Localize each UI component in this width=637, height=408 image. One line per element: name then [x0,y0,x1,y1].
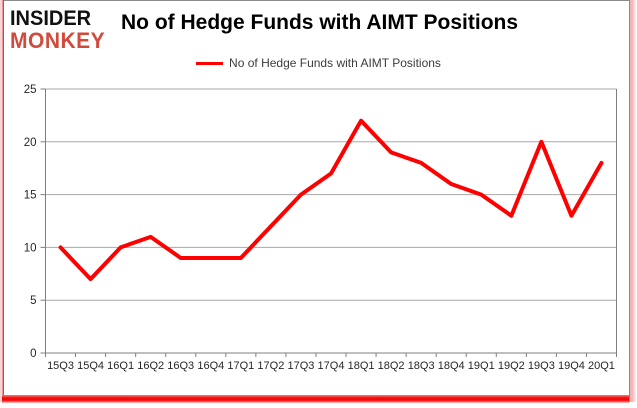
svg-text:25: 25 [24,84,37,96]
svg-text:19Q4: 19Q4 [558,360,585,372]
svg-text:15Q3: 15Q3 [47,360,74,372]
legend-label: No of Hedge Funds with AIMT Positions [229,56,441,70]
insider-monkey-logo: INSIDER MONKEY [10,6,106,54]
chart-legend: No of Hedge Funds with AIMT Positions [0,55,637,71]
svg-text:17Q2: 17Q2 [257,360,284,372]
svg-text:18Q1: 18Q1 [348,360,375,372]
svg-text:16Q4: 16Q4 [197,360,224,372]
svg-text:16Q2: 16Q2 [137,360,164,372]
svg-text:5: 5 [30,295,36,307]
svg-text:10: 10 [24,242,37,254]
svg-text:17Q3: 17Q3 [287,360,314,372]
axis-ticks [40,88,617,357]
page-border-right [629,0,637,402]
y-axis-labels: 0 5 10 15 20 25 [24,84,37,360]
svg-text:19Q3: 19Q3 [528,360,555,372]
gridlines [45,88,617,301]
svg-text:20: 20 [24,137,37,149]
svg-text:18Q2: 18Q2 [378,360,405,372]
x-axis-labels: 15Q3 15Q4 16Q1 16Q2 16Q3 16Q4 17Q1 17Q2 17Q3 17Q4… [47,360,615,372]
plot-border [45,89,617,354]
svg-text:16Q3: 16Q3 [167,360,194,372]
svg-text:15Q4: 15Q4 [77,360,104,372]
svg-text:19Q1: 19Q1 [468,360,495,372]
svg-text:18Q3: 18Q3 [408,360,435,372]
page-title: No of Hedge Funds with AIMT Positions [121,11,519,34]
page-border-top [0,0,637,1]
svg-text:19Q2: 19Q2 [498,360,525,372]
page-border-bottom [2,395,629,403]
svg-text:15: 15 [24,190,37,202]
logo-line2: MONKEY [10,28,106,54]
series-line-hedge-funds [58,118,604,282]
legend-line-swatch [196,61,224,65]
svg-text:0: 0 [30,348,36,360]
svg-text:20Q1: 20Q1 [588,360,615,372]
logo-line1: INSIDER [10,6,92,31]
page-border-left [0,0,4,402]
svg-text:18Q4: 18Q4 [438,360,465,372]
svg-text:17Q4: 17Q4 [318,360,345,372]
svg-text:16Q1: 16Q1 [107,360,134,372]
svg-text:17Q1: 17Q1 [227,360,254,372]
